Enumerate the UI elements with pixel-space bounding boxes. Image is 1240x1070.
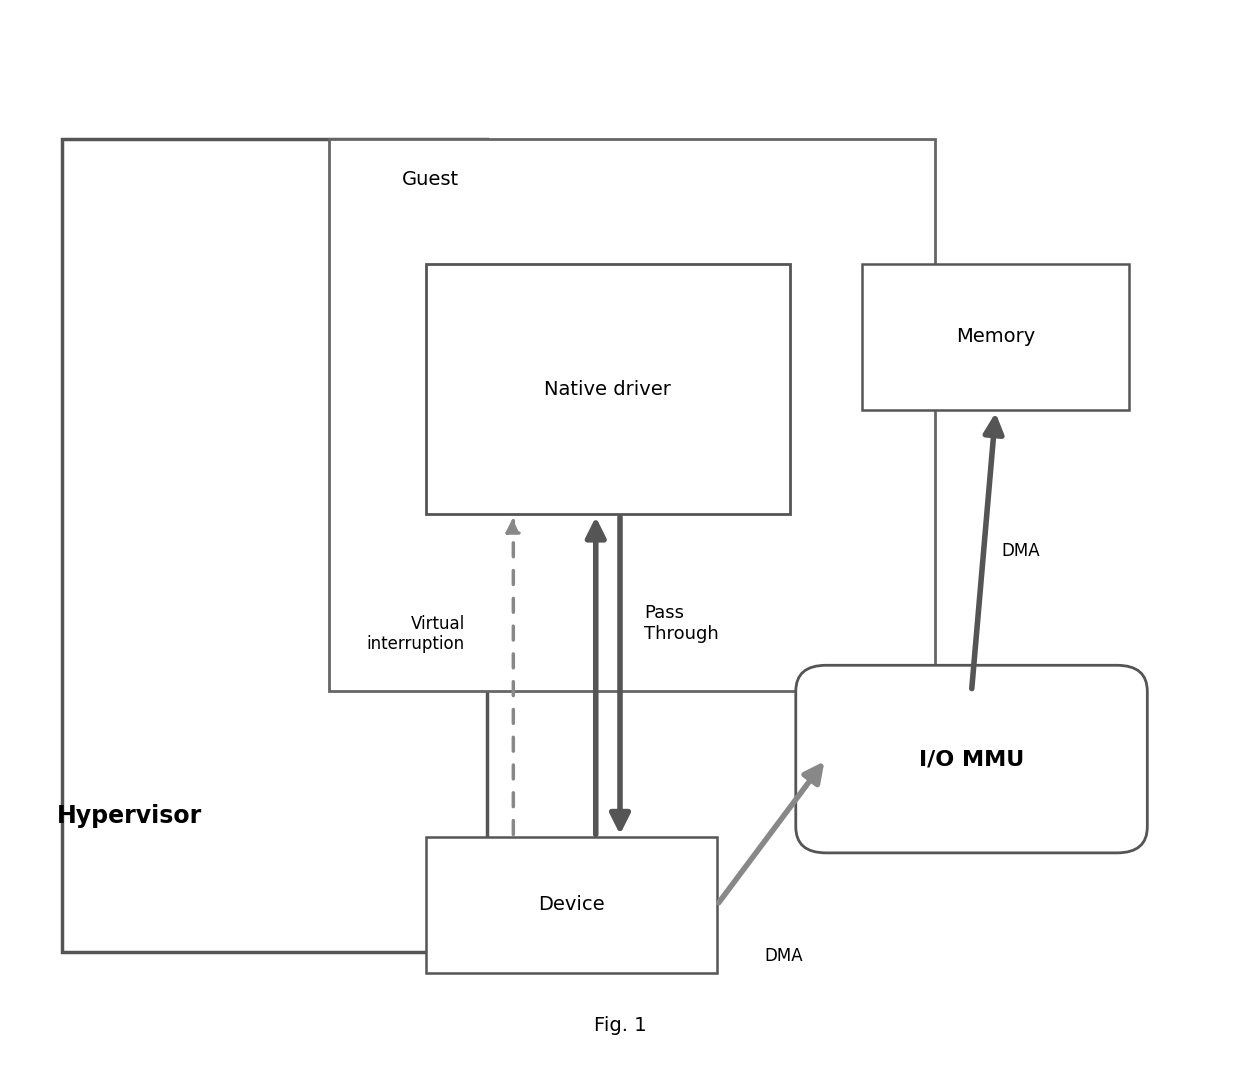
Bar <box>863 264 1130 410</box>
FancyArrowPatch shape <box>588 523 604 835</box>
Bar <box>329 139 935 691</box>
Text: Virtual
interruption: Virtual interruption <box>367 614 465 654</box>
Text: DMA: DMA <box>764 947 804 965</box>
Text: I/O MMU: I/O MMU <box>919 749 1024 769</box>
Bar <box>427 264 790 515</box>
Text: Native driver: Native driver <box>544 380 671 399</box>
Text: Device: Device <box>538 896 605 915</box>
Text: Pass
Through: Pass Through <box>645 605 719 643</box>
FancyArrowPatch shape <box>611 517 629 828</box>
Text: Guest: Guest <box>402 170 459 189</box>
Text: Memory: Memory <box>956 327 1035 347</box>
FancyArrowPatch shape <box>972 418 1002 689</box>
Text: Hypervisor: Hypervisor <box>57 805 202 828</box>
Bar <box>427 837 717 973</box>
FancyArrowPatch shape <box>719 766 821 903</box>
FancyArrowPatch shape <box>507 521 520 835</box>
FancyBboxPatch shape <box>796 666 1147 853</box>
Text: DMA: DMA <box>1002 541 1040 560</box>
Bar <box>62 139 486 952</box>
Text: Fig. 1: Fig. 1 <box>594 1016 646 1036</box>
